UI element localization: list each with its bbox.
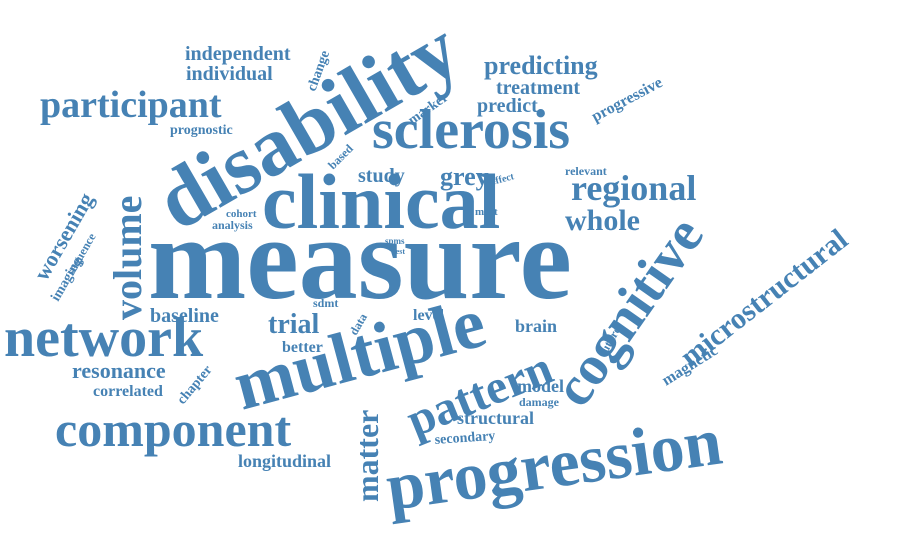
- word-relevant: relevant: [565, 164, 607, 178]
- word-better: better: [282, 339, 323, 356]
- word-participant: participant: [40, 84, 222, 126]
- word-brain: brain: [515, 316, 557, 336]
- word-matter: matter: [349, 410, 385, 502]
- word-sclerosis: sclerosis: [372, 99, 570, 161]
- word-model: model: [517, 376, 564, 396]
- word-individual: individual: [186, 63, 273, 85]
- word-damage: damage: [519, 395, 560, 409]
- word-regional: regional: [571, 168, 696, 208]
- word-independent: independent: [185, 43, 291, 65]
- word-progressive: progressive: [589, 74, 666, 125]
- word-predicting: predicting: [484, 51, 598, 80]
- word-sdmt: sdmt: [313, 296, 338, 310]
- word-longitudinal: longitudinal: [238, 451, 331, 471]
- word-grey: grey: [440, 162, 489, 191]
- word-component: component: [55, 401, 291, 457]
- word-prognostic: prognostic: [170, 123, 233, 138]
- word-clinical: clinical: [262, 158, 500, 245]
- word-most: most: [475, 206, 498, 218]
- word-analysis: analysis: [212, 218, 253, 232]
- word-structural: structural: [457, 408, 534, 428]
- word-correlated: correlated: [93, 383, 163, 400]
- word-level: level: [413, 307, 445, 324]
- word-cohort: cohort: [226, 208, 257, 220]
- word-secondary: secondary: [434, 429, 496, 448]
- word-trial: trial: [268, 309, 320, 340]
- word-test: test: [393, 247, 405, 256]
- word-study: study: [358, 165, 405, 187]
- word-volume: volume: [105, 196, 150, 320]
- word-measure: measure: [148, 193, 572, 324]
- word-whole: whole: [565, 204, 640, 237]
- word-resonance: resonance: [72, 358, 166, 383]
- word-spms: spms: [385, 236, 405, 246]
- word-treatment: treatment: [496, 77, 580, 99]
- word-baseline: baseline: [150, 305, 219, 327]
- word-predict: predict: [477, 95, 538, 117]
- word-network: network: [4, 307, 204, 369]
